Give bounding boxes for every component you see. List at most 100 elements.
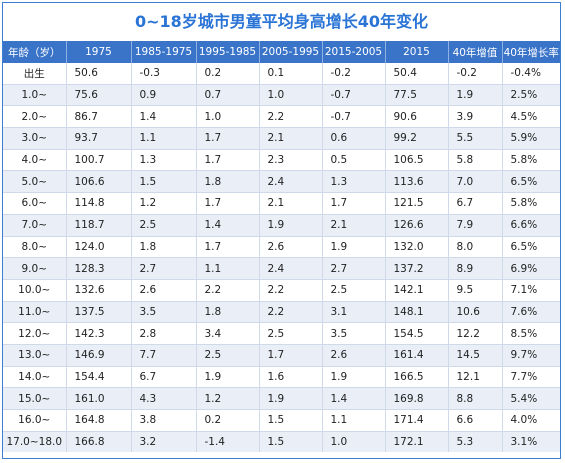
cell-1995-1985: 1.1 bbox=[196, 257, 260, 280]
cell-2015-2005: 3.1 bbox=[322, 301, 386, 324]
cell-1995-1985: 3.4 bbox=[196, 322, 260, 345]
cell-2015-2005: -0.7 bbox=[322, 84, 386, 107]
table-title: 0~18岁城市男童平均身高增长40年变化 bbox=[134, 12, 429, 31]
cell-age: 11.0~ bbox=[3, 301, 67, 324]
cell-age: 9.0~ bbox=[3, 257, 67, 280]
table-row: 出生 50.6 -0.3 0.2 0.1 -0.2 50.4 -0.2 -0.4% bbox=[3, 63, 560, 85]
cell-1995-1985: 1.7 bbox=[196, 236, 260, 259]
cell-1985-1975: 1.3 bbox=[131, 149, 197, 172]
table-body: 出生 50.6 -0.3 0.2 0.1 -0.2 50.4 -0.2 -0.4% 1.0~ 75.… bbox=[3, 63, 560, 453]
cell-40yr-growth-rate: 5.9% bbox=[502, 127, 560, 150]
cell-40yr-growth-rate: 7.6% bbox=[502, 301, 560, 324]
cell-1985-1975: 0.9 bbox=[131, 84, 197, 107]
cell-1985-1975: 1.1 bbox=[131, 127, 197, 150]
table-row: 5.0~ 106.6 1.5 1.8 2.4 1.3 113.6 7.0 6.5% bbox=[3, 170, 560, 194]
cell-age: 5.0~ bbox=[3, 170, 67, 194]
cell-2005-1995: 2.2 bbox=[259, 105, 323, 129]
cell-1975: 100.7 bbox=[66, 149, 132, 172]
cell-2015-2005: 2.5 bbox=[322, 279, 386, 302]
cell-1975: 161.0 bbox=[66, 387, 132, 410]
cell-1975: 75.6 bbox=[66, 84, 132, 107]
table-row: 17.0~18.0 166.8 3.2 -1.4 1.5 1.0 172.1 5.3 3.1% bbox=[3, 431, 560, 453]
cell-age: 1.0~ bbox=[3, 84, 67, 107]
cell-1995-1985: 1.0 bbox=[196, 105, 260, 129]
cell-age: 4.0~ bbox=[3, 149, 67, 172]
header-row: 年龄（岁） 1975 1985-1975 1995-1985 2005-1995… bbox=[3, 41, 560, 63]
cell-40yr-increase: 8.8 bbox=[448, 387, 503, 410]
cell-1975: 154.4 bbox=[66, 366, 132, 389]
cell-40yr-increase: 12.2 bbox=[448, 322, 503, 345]
cell-40yr-increase: 10.6 bbox=[448, 301, 503, 324]
cell-1995-1985: 1.8 bbox=[196, 170, 260, 194]
cell-1995-1985: 1.7 bbox=[196, 127, 260, 150]
cell-1975: 86.7 bbox=[66, 105, 132, 129]
cell-2015-2005: 1.0 bbox=[322, 431, 386, 453]
cell-40yr-growth-rate: 2.5% bbox=[502, 84, 560, 107]
cell-2015: 161.4 bbox=[385, 344, 449, 367]
cell-40yr-increase: 3.9 bbox=[448, 105, 503, 129]
cell-2005-1995: 2.2 bbox=[259, 301, 323, 324]
cell-40yr-growth-rate: 4.5% bbox=[502, 105, 560, 129]
cell-2005-1995: 1.6 bbox=[259, 366, 323, 389]
table-row: 10.0~ 132.6 2.6 2.2 2.2 2.5 142.1 9.5 7.1% bbox=[3, 279, 560, 302]
cell-1975: 128.3 bbox=[66, 257, 132, 280]
cell-2005-1995: 1.5 bbox=[259, 431, 323, 453]
cell-1995-1985: -1.4 bbox=[196, 431, 260, 453]
cell-2015: 142.1 bbox=[385, 279, 449, 302]
cell-2005-1995: 2.2 bbox=[259, 279, 323, 302]
cell-age: 2.0~ bbox=[3, 105, 67, 129]
cell-2015-2005: 1.9 bbox=[322, 236, 386, 259]
header-2015: 2015 bbox=[385, 41, 449, 63]
cell-2015: 169.8 bbox=[385, 387, 449, 410]
cell-2015: 137.2 bbox=[385, 257, 449, 280]
cell-1985-1975: 2.6 bbox=[131, 279, 197, 302]
table-row: 6.0~ 114.8 1.2 1.7 2.1 1.7 121.5 6.7 5.8% bbox=[3, 192, 560, 215]
cell-2015-2005: 0.5 bbox=[322, 149, 386, 172]
cell-2015: 154.5 bbox=[385, 322, 449, 345]
table-frame: 0~18岁城市男童平均身高增长40年变化 年龄（岁） 1975 1985-197… bbox=[2, 2, 561, 459]
cell-1985-1975: 3.5 bbox=[131, 301, 197, 324]
table-row: 12.0~ 142.3 2.8 3.4 2.5 3.5 154.5 12.2 8.5% bbox=[3, 322, 560, 345]
cell-1985-1975: 4.3 bbox=[131, 387, 197, 410]
cell-2015: 172.1 bbox=[385, 431, 449, 453]
cell-1985-1975: 7.7 bbox=[131, 344, 197, 367]
cell-2015: 90.6 bbox=[385, 105, 449, 129]
cell-1985-1975: 3.8 bbox=[131, 409, 197, 432]
cell-2005-1995: 2.3 bbox=[259, 149, 323, 172]
cell-40yr-growth-rate: 6.5% bbox=[502, 236, 560, 259]
header-2005-1995: 2005-1995 bbox=[259, 41, 323, 63]
cell-1985-1975: -0.3 bbox=[131, 63, 197, 85]
header-40yr-growth-rate: 40年增长率 bbox=[502, 41, 560, 63]
cell-age: 8.0~ bbox=[3, 236, 67, 259]
cell-1995-1985: 2.2 bbox=[196, 279, 260, 302]
cell-age: 17.0~18.0 bbox=[3, 431, 67, 453]
cell-1995-1985: 0.7 bbox=[196, 84, 260, 107]
cell-1975: 142.3 bbox=[66, 322, 132, 345]
table-row: 1.0~ 75.6 0.9 0.7 1.0 -0.7 77.5 1.9 2.5% bbox=[3, 84, 560, 107]
table-row: 11.0~ 137.5 3.5 1.8 2.2 3.1 148.1 10.6 7.6% bbox=[3, 301, 560, 324]
cell-2015: 99.2 bbox=[385, 127, 449, 150]
cell-2015: 121.5 bbox=[385, 192, 449, 215]
cell-40yr-growth-rate: 6.5% bbox=[502, 170, 560, 194]
cell-1975: 132.6 bbox=[66, 279, 132, 302]
cell-1995-1985: 1.4 bbox=[196, 214, 260, 237]
header-2015-2005: 2015-2005 bbox=[322, 41, 386, 63]
cell-1995-1985: 1.2 bbox=[196, 387, 260, 410]
cell-1995-1985: 2.5 bbox=[196, 344, 260, 367]
cell-age: 14.0~ bbox=[3, 366, 67, 389]
cell-2015: 132.0 bbox=[385, 236, 449, 259]
cell-2015-2005: 3.5 bbox=[322, 322, 386, 345]
cell-1995-1985: 0.2 bbox=[196, 409, 260, 432]
cell-1985-1975: 3.2 bbox=[131, 431, 197, 453]
cell-2015-2005: 2.6 bbox=[322, 344, 386, 367]
cell-2015: 166.5 bbox=[385, 366, 449, 389]
cell-1995-1985: 1.7 bbox=[196, 192, 260, 215]
cell-2015-2005: -0.2 bbox=[322, 63, 386, 85]
cell-2015-2005: 1.3 bbox=[322, 170, 386, 194]
table-row: 15.0~ 161.0 4.3 1.2 1.9 1.4 169.8 8.8 5.4% bbox=[3, 387, 560, 410]
cell-2005-1995: 2.5 bbox=[259, 322, 323, 345]
cell-40yr-increase: -0.2 bbox=[448, 63, 503, 85]
cell-1975: 124.0 bbox=[66, 236, 132, 259]
cell-2005-1995: 2.1 bbox=[259, 192, 323, 215]
cell-1975: 164.8 bbox=[66, 409, 132, 432]
